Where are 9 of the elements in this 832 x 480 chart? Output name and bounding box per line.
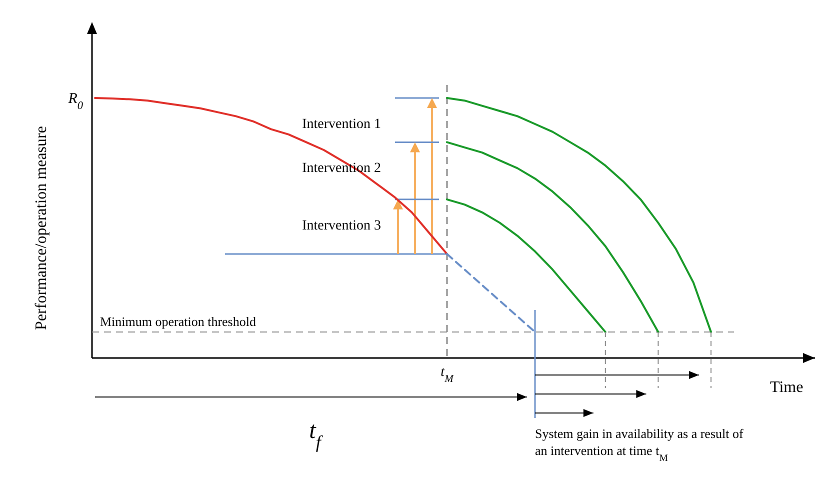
text: System gain in availability as a result of an intervention at time t$_{M}$ — [535, 426, 744, 464]
x-axis-title: Time — [770, 379, 804, 396]
text: R$_{0}$ — [67, 91, 84, 112]
y-axis-title: Performance/operation measure — [33, 126, 50, 330]
annotation: Intervention 1 — [302, 117, 381, 132]
ref-line-label: Minimum operation threshold — [100, 314, 256, 329]
text: t$_{f}$ — [309, 418, 324, 452]
text: t$_{M}$ — [440, 365, 455, 384]
annotation: Intervention 3 — [302, 218, 381, 234]
